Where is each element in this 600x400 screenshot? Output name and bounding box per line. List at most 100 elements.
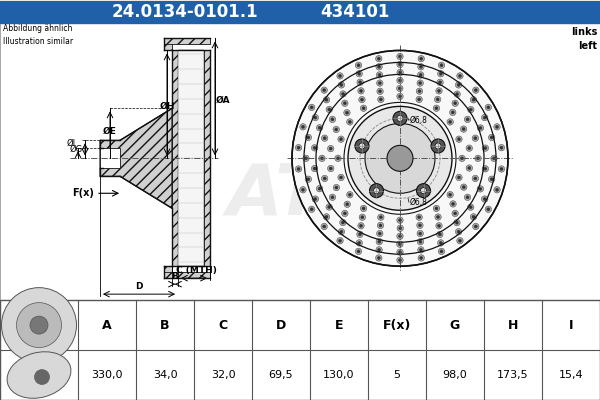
Bar	[164, 38, 172, 50]
Circle shape	[481, 196, 488, 202]
Circle shape	[308, 206, 315, 212]
Circle shape	[335, 186, 338, 189]
Circle shape	[340, 176, 343, 179]
Circle shape	[379, 232, 382, 235]
Circle shape	[328, 165, 334, 172]
Circle shape	[399, 227, 402, 230]
Circle shape	[419, 232, 422, 235]
Circle shape	[482, 145, 488, 151]
Circle shape	[454, 220, 460, 226]
Circle shape	[357, 79, 364, 86]
Circle shape	[419, 240, 422, 243]
Circle shape	[359, 89, 362, 92]
Text: ØH: ØH	[160, 102, 175, 111]
Bar	[178, 50, 204, 266]
Circle shape	[418, 247, 424, 253]
Circle shape	[335, 155, 341, 162]
Circle shape	[361, 216, 364, 219]
Text: H: H	[508, 318, 518, 332]
Circle shape	[340, 230, 343, 233]
Circle shape	[419, 248, 422, 251]
Circle shape	[341, 221, 344, 224]
Text: D: D	[135, 282, 143, 291]
Circle shape	[379, 98, 382, 101]
Text: Ø6,8: Ø6,8	[410, 116, 428, 125]
Circle shape	[447, 192, 454, 198]
Circle shape	[318, 187, 321, 190]
Circle shape	[356, 70, 362, 77]
Circle shape	[300, 187, 306, 193]
Circle shape	[398, 71, 401, 74]
Circle shape	[458, 239, 461, 242]
Circle shape	[488, 176, 495, 182]
Circle shape	[397, 241, 403, 248]
Circle shape	[398, 243, 401, 246]
Circle shape	[338, 174, 344, 181]
Circle shape	[347, 192, 353, 198]
Circle shape	[498, 166, 505, 172]
Circle shape	[340, 84, 343, 86]
Circle shape	[418, 224, 421, 227]
Circle shape	[476, 157, 479, 160]
Circle shape	[377, 88, 383, 94]
Circle shape	[496, 188, 499, 191]
Circle shape	[437, 231, 443, 238]
Circle shape	[460, 126, 467, 132]
Circle shape	[295, 166, 302, 172]
Circle shape	[297, 168, 300, 170]
Bar	[164, 272, 210, 278]
Circle shape	[333, 184, 340, 191]
Text: Abbildung ähnlich
Illustration similar: Abbildung ähnlich Illustration similar	[3, 24, 73, 46]
Circle shape	[466, 165, 473, 171]
Circle shape	[343, 102, 346, 105]
Circle shape	[470, 96, 476, 103]
Circle shape	[437, 79, 443, 86]
Circle shape	[365, 123, 435, 193]
Circle shape	[349, 120, 352, 124]
Circle shape	[467, 106, 474, 113]
Circle shape	[435, 207, 438, 210]
Circle shape	[398, 251, 401, 254]
Circle shape	[474, 137, 477, 140]
Circle shape	[435, 107, 438, 110]
Circle shape	[452, 202, 455, 206]
Circle shape	[481, 114, 488, 121]
Circle shape	[361, 105, 367, 112]
Circle shape	[474, 177, 477, 180]
Circle shape	[387, 145, 413, 171]
Circle shape	[344, 110, 350, 116]
Circle shape	[464, 116, 471, 122]
Circle shape	[322, 175, 328, 182]
Text: G: G	[450, 318, 460, 332]
Circle shape	[377, 214, 384, 220]
Circle shape	[362, 207, 365, 210]
Circle shape	[434, 96, 441, 102]
Circle shape	[397, 115, 403, 121]
Circle shape	[393, 111, 407, 125]
Circle shape	[455, 221, 458, 224]
Circle shape	[449, 109, 456, 116]
Text: 330,0: 330,0	[91, 370, 123, 380]
Circle shape	[473, 87, 479, 93]
Circle shape	[472, 215, 475, 218]
Text: ØE: ØE	[103, 127, 117, 136]
Circle shape	[451, 111, 454, 114]
Bar	[164, 266, 172, 278]
Circle shape	[320, 157, 323, 160]
Circle shape	[437, 224, 440, 227]
Circle shape	[455, 93, 458, 96]
Circle shape	[437, 89, 440, 92]
Circle shape	[319, 155, 325, 162]
Circle shape	[500, 168, 503, 170]
Circle shape	[483, 116, 486, 119]
Circle shape	[457, 176, 460, 179]
Circle shape	[473, 223, 479, 230]
Circle shape	[323, 137, 326, 140]
Circle shape	[416, 88, 423, 94]
Circle shape	[321, 87, 328, 93]
Circle shape	[418, 64, 424, 70]
Circle shape	[457, 238, 463, 244]
Circle shape	[398, 259, 401, 262]
Circle shape	[462, 186, 465, 189]
Circle shape	[397, 217, 403, 224]
